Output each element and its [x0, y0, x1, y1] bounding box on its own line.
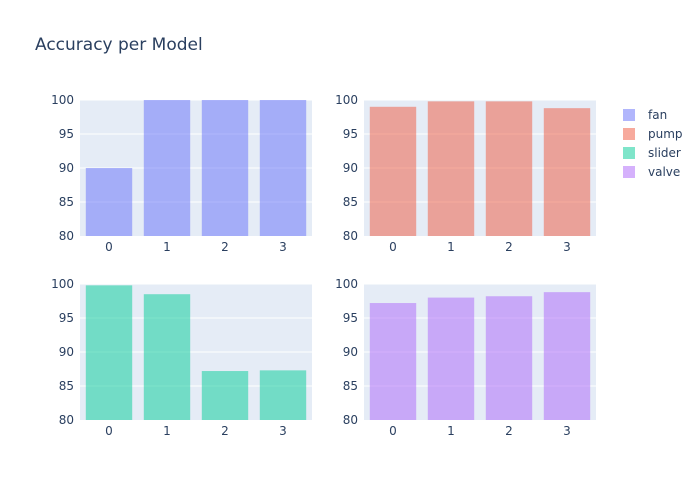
y-tick-label: 90 [59, 345, 74, 359]
legend-item-pump[interactable]: pump [623, 127, 683, 141]
x-tick-label: 3 [279, 424, 287, 438]
x-tick-label: 1 [163, 424, 171, 438]
x-tick-label: 1 [447, 424, 455, 438]
legend-swatch [623, 147, 635, 159]
y-tick-label: 100 [51, 93, 74, 107]
x-tick-label: 0 [105, 424, 113, 438]
y-tick-label: 80 [343, 229, 358, 243]
x-tick-label: 0 [105, 240, 113, 254]
y-tick-label: 100 [51, 277, 74, 291]
y-tick-label: 100 [335, 277, 358, 291]
bar-pump-0[interactable] [369, 106, 417, 236]
y-tick-label: 80 [343, 413, 358, 427]
bar-valve-3[interactable] [543, 292, 591, 420]
y-tick-label: 80 [59, 229, 74, 243]
y-tick-label: 85 [59, 195, 74, 209]
x-tick-label: 3 [563, 424, 571, 438]
y-tick-label: 95 [343, 311, 358, 325]
bar-slider-1[interactable] [143, 294, 191, 420]
y-tick-label: 95 [343, 127, 358, 141]
legend-swatch [623, 166, 635, 178]
bar-fan-0[interactable] [85, 168, 133, 236]
bar-fan-2[interactable] [201, 100, 249, 236]
subplot-pump: 80 85 90 95 100 0 1 2 3 [335, 93, 596, 254]
bar-fan-3[interactable] [259, 100, 307, 236]
x-tick-label: 2 [221, 240, 229, 254]
x-tick-label: 0 [389, 424, 397, 438]
y-tick-label: 85 [343, 379, 358, 393]
bar-slider-2[interactable] [201, 371, 249, 420]
y-tick-label: 80 [59, 413, 74, 427]
legend-swatch [623, 109, 635, 121]
y-tick-label: 85 [343, 195, 358, 209]
y-tick-label: 100 [335, 93, 358, 107]
legend-label: valve [648, 165, 680, 179]
y-tick-label: 90 [343, 345, 358, 359]
bar-pump-1[interactable] [427, 101, 475, 236]
subplot-slider: 80 85 90 95 100 0 1 2 3 [51, 277, 312, 438]
legend-label: fan [648, 108, 667, 122]
bar-fan-1[interactable] [143, 100, 191, 236]
bar-pump-2[interactable] [485, 101, 533, 236]
y-tick-label: 95 [59, 127, 74, 141]
legend: fan pump slider valve [623, 108, 683, 179]
y-tick-label: 85 [59, 379, 74, 393]
y-tick-label: 95 [59, 311, 74, 325]
x-tick-label: 2 [505, 424, 513, 438]
bar-slider-3[interactable] [259, 370, 307, 420]
bar-valve-1[interactable] [427, 297, 475, 420]
x-tick-label: 3 [563, 240, 571, 254]
legend-item-fan[interactable]: fan [623, 108, 667, 122]
x-tick-label: 1 [163, 240, 171, 254]
bar-pump-3[interactable] [543, 108, 591, 236]
legend-item-valve[interactable]: valve [623, 165, 680, 179]
x-tick-label: 2 [221, 424, 229, 438]
legend-label: slider [648, 146, 681, 160]
legend-swatch [623, 128, 635, 140]
subplot-valve: 80 85 90 95 100 0 1 2 3 [335, 277, 596, 438]
y-tick-label: 90 [59, 161, 74, 175]
x-tick-label: 2 [505, 240, 513, 254]
chart-title: Accuracy per Model [35, 35, 203, 55]
x-tick-label: 1 [447, 240, 455, 254]
x-tick-label: 0 [389, 240, 397, 254]
y-tick-label: 90 [343, 161, 358, 175]
legend-label: pump [648, 127, 683, 141]
bar-slider-0[interactable] [85, 285, 133, 420]
subplot-fan: 80 85 90 95 100 0 1 2 3 [51, 93, 312, 254]
bar-valve-2[interactable] [485, 296, 533, 420]
bar-valve-0[interactable] [369, 303, 417, 420]
legend-item-slider[interactable]: slider [623, 146, 681, 160]
x-tick-label: 3 [279, 240, 287, 254]
